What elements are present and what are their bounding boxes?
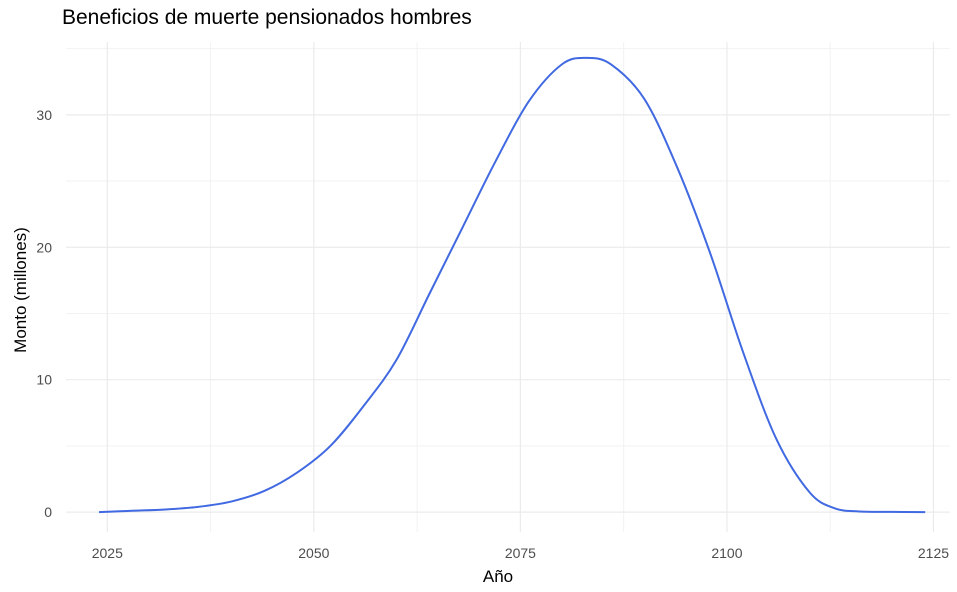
x-tick-labels: 2025 2050 2075 2100 2125 [92,545,950,561]
y-tick-label: 30 [36,107,52,123]
x-axis-label: Año [483,567,513,586]
y-axis-label: Monto (millones) [11,227,30,353]
y-tick-label: 0 [44,504,52,520]
minor-grid [66,42,950,532]
y-tick-label: 10 [36,372,52,388]
x-tick-label: 2100 [711,545,742,561]
chart-title: Beneficios de muerte pensionados hombres [62,6,472,29]
x-tick-label: 2125 [918,545,949,561]
series-line [99,56,926,514]
x-tick-label: 2050 [298,545,329,561]
x-tick-label: 2025 [92,545,123,561]
major-grid [66,42,950,532]
y-tick-label: 20 [36,239,52,255]
y-tick-labels: 0 10 20 30 [36,107,52,520]
x-tick-label: 2075 [505,545,536,561]
